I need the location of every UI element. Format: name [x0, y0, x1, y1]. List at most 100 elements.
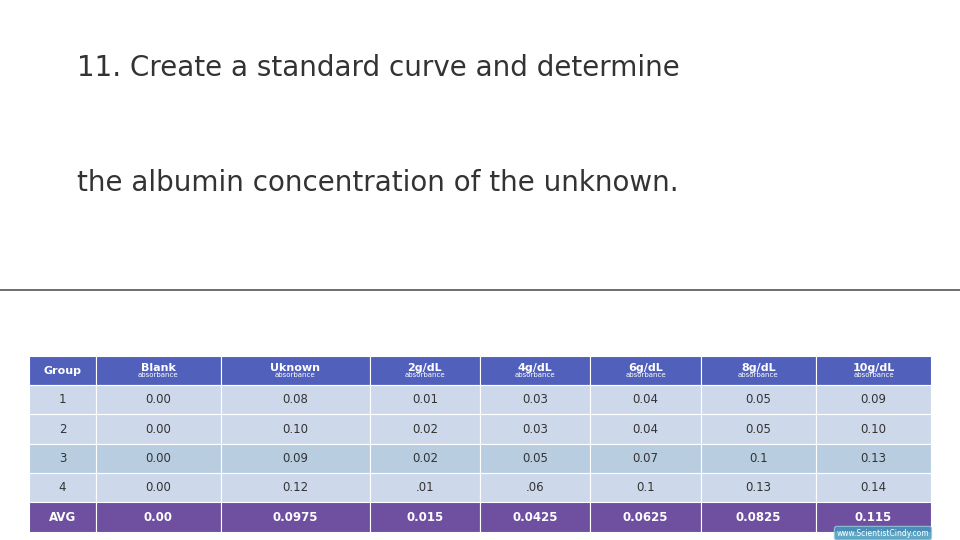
FancyBboxPatch shape: [221, 473, 370, 502]
FancyBboxPatch shape: [370, 473, 480, 502]
Text: absorbance: absorbance: [404, 373, 445, 379]
Text: 0.02: 0.02: [412, 423, 438, 436]
Text: 10g/dL: 10g/dL: [852, 362, 895, 373]
Text: 0.0425: 0.0425: [513, 510, 558, 524]
Text: absorbance: absorbance: [138, 373, 179, 379]
FancyBboxPatch shape: [96, 444, 221, 473]
Text: .01: .01: [416, 481, 434, 494]
Text: 0.05: 0.05: [746, 393, 771, 406]
FancyBboxPatch shape: [370, 415, 480, 444]
FancyBboxPatch shape: [29, 356, 931, 532]
Text: 6g/dL: 6g/dL: [628, 362, 663, 373]
Text: 0.04: 0.04: [633, 393, 659, 406]
FancyBboxPatch shape: [480, 444, 590, 473]
FancyBboxPatch shape: [96, 502, 221, 532]
FancyBboxPatch shape: [701, 444, 816, 473]
Text: 0.09: 0.09: [860, 393, 887, 406]
Text: 4g/dL: 4g/dL: [517, 362, 553, 373]
FancyBboxPatch shape: [590, 415, 701, 444]
FancyBboxPatch shape: [96, 356, 221, 385]
Text: 0.01: 0.01: [412, 393, 438, 406]
Text: 0.0625: 0.0625: [623, 510, 668, 524]
Text: 0.00: 0.00: [144, 510, 173, 524]
FancyBboxPatch shape: [96, 415, 221, 444]
FancyBboxPatch shape: [816, 502, 931, 532]
Text: .06: .06: [526, 481, 544, 494]
Text: 0.05: 0.05: [746, 423, 771, 436]
Text: 0.08: 0.08: [282, 393, 308, 406]
Text: absorbance: absorbance: [515, 373, 556, 379]
Text: 0.115: 0.115: [855, 510, 892, 524]
Text: 0.14: 0.14: [860, 481, 887, 494]
FancyBboxPatch shape: [29, 385, 96, 415]
FancyBboxPatch shape: [480, 473, 590, 502]
FancyBboxPatch shape: [816, 473, 931, 502]
Text: 0.05: 0.05: [522, 452, 548, 465]
Text: Group: Group: [43, 366, 82, 375]
FancyBboxPatch shape: [96, 385, 221, 415]
Text: 0.10: 0.10: [860, 423, 887, 436]
Text: Here is some sample data that you can use, or you may use data that your group c: Here is some sample data that you can us…: [43, 332, 560, 342]
Text: the albumin concentration of the unknown.: the albumin concentration of the unknown…: [77, 170, 679, 197]
Text: absorbance: absorbance: [275, 373, 316, 379]
Text: Uknown: Uknown: [270, 362, 321, 373]
FancyBboxPatch shape: [96, 473, 221, 502]
FancyBboxPatch shape: [701, 385, 816, 415]
FancyBboxPatch shape: [221, 415, 370, 444]
Text: absorbance: absorbance: [853, 373, 894, 379]
Text: 0.00: 0.00: [146, 423, 171, 436]
Text: 11. Create a standard curve and determine: 11. Create a standard curve and determin…: [77, 55, 680, 83]
FancyBboxPatch shape: [816, 415, 931, 444]
Text: 2: 2: [59, 423, 66, 436]
Text: 0.09: 0.09: [282, 452, 308, 465]
FancyBboxPatch shape: [29, 502, 96, 532]
FancyBboxPatch shape: [29, 444, 96, 473]
Text: absorbance: absorbance: [625, 373, 666, 379]
Text: 0.04: 0.04: [633, 423, 659, 436]
Text: 0.0825: 0.0825: [735, 510, 781, 524]
FancyBboxPatch shape: [29, 415, 96, 444]
Text: 0.1: 0.1: [749, 452, 768, 465]
FancyBboxPatch shape: [701, 356, 816, 385]
Text: 0.07: 0.07: [633, 452, 659, 465]
FancyBboxPatch shape: [370, 444, 480, 473]
FancyBboxPatch shape: [221, 444, 370, 473]
FancyBboxPatch shape: [480, 415, 590, 444]
FancyBboxPatch shape: [590, 356, 701, 385]
Text: 4: 4: [59, 481, 66, 494]
Text: Your Data.: Your Data.: [427, 308, 533, 326]
FancyBboxPatch shape: [370, 502, 480, 532]
FancyBboxPatch shape: [370, 385, 480, 415]
Text: 0.13: 0.13: [860, 452, 887, 465]
Text: 0.03: 0.03: [522, 393, 548, 406]
FancyBboxPatch shape: [701, 415, 816, 444]
FancyBboxPatch shape: [370, 356, 480, 385]
Text: 0.015: 0.015: [406, 510, 444, 524]
Text: 0.00: 0.00: [146, 393, 171, 406]
Text: 0.13: 0.13: [745, 481, 772, 494]
FancyBboxPatch shape: [221, 385, 370, 415]
Text: 0.12: 0.12: [282, 481, 308, 494]
Text: 3: 3: [59, 452, 66, 465]
FancyBboxPatch shape: [590, 502, 701, 532]
FancyBboxPatch shape: [590, 444, 701, 473]
FancyBboxPatch shape: [221, 356, 370, 385]
FancyBboxPatch shape: [221, 502, 370, 532]
Text: 0.03: 0.03: [522, 423, 548, 436]
FancyBboxPatch shape: [29, 356, 96, 385]
Text: 0.1: 0.1: [636, 481, 655, 494]
Text: Blank: Blank: [141, 362, 176, 373]
FancyBboxPatch shape: [480, 385, 590, 415]
Text: 0.00: 0.00: [146, 452, 171, 465]
FancyBboxPatch shape: [701, 473, 816, 502]
FancyBboxPatch shape: [480, 356, 590, 385]
Text: 0.00: 0.00: [146, 481, 171, 494]
Text: AVG: AVG: [49, 510, 76, 524]
Text: 0.0975: 0.0975: [273, 510, 318, 524]
FancyBboxPatch shape: [701, 502, 816, 532]
Text: absorbance: absorbance: [738, 373, 779, 379]
Text: 8g/dL: 8g/dL: [741, 362, 776, 373]
FancyBboxPatch shape: [29, 473, 96, 502]
Text: 0.02: 0.02: [412, 452, 438, 465]
FancyBboxPatch shape: [816, 356, 931, 385]
